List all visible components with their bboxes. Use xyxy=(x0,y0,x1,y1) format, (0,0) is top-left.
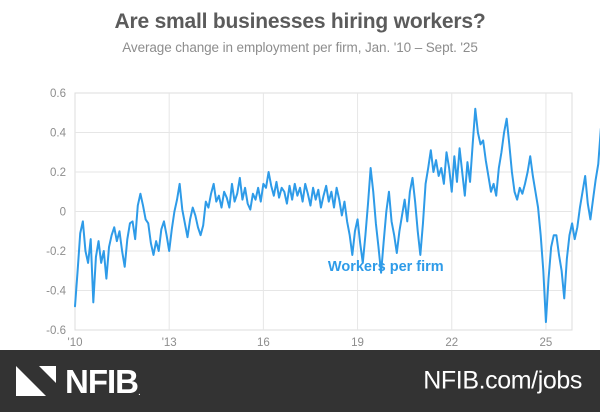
x-axis-tick-label: 16 xyxy=(257,337,270,349)
nfib-triangle-icon xyxy=(16,366,56,396)
data-series-line xyxy=(74,107,600,324)
y-axis-tick-label: -0.2 xyxy=(46,246,66,258)
nfib-trademark: . xyxy=(138,387,141,398)
line-chart: 0.6 0.4 0.2 0 -0.2 -0.4 -0.6'10 '13 16 19 22 25 Work… xyxy=(46,88,600,349)
y-axis-tick-label: 0 xyxy=(60,207,66,219)
x-axis-tick-label: '10 xyxy=(68,337,83,349)
nfib-wordmark: NFIB xyxy=(65,362,139,400)
x-axis-tick-label: 25 xyxy=(540,337,553,349)
page-title: Are small businesses hiring workers? xyxy=(114,10,486,33)
y-axis-tick-label: -0.4 xyxy=(46,286,66,298)
footer-bar: NFIB . NFIB.com/jobs xyxy=(0,350,600,412)
x-axis-tick-label: '13 xyxy=(162,337,177,349)
y-axis-tick-label: -0.6 xyxy=(46,325,66,337)
chart-subtitle: Average change in employment per firm, J… xyxy=(122,40,478,55)
series-inline-label: Workers per firm xyxy=(328,259,444,275)
chart-header: Are small businesses hiring workers? Ave… xyxy=(0,0,600,72)
y-axis-tick-label: 0.6 xyxy=(50,88,66,100)
x-axis-tick-label: 19 xyxy=(351,337,364,349)
chart-plot-area: 0.6 0.4 0.2 0 -0.2 -0.4 -0.6'10 '13 16 19 22 25 Work… xyxy=(0,72,600,350)
nfib-logo: NFIB . xyxy=(14,360,141,402)
x-axis-tick-label: 22 xyxy=(445,337,458,349)
y-axis-tick-label: 0.4 xyxy=(50,128,67,140)
footer-url[interactable]: NFIB.com/jobs xyxy=(423,366,582,395)
y-axis-tick-label: 0.2 xyxy=(50,167,66,179)
